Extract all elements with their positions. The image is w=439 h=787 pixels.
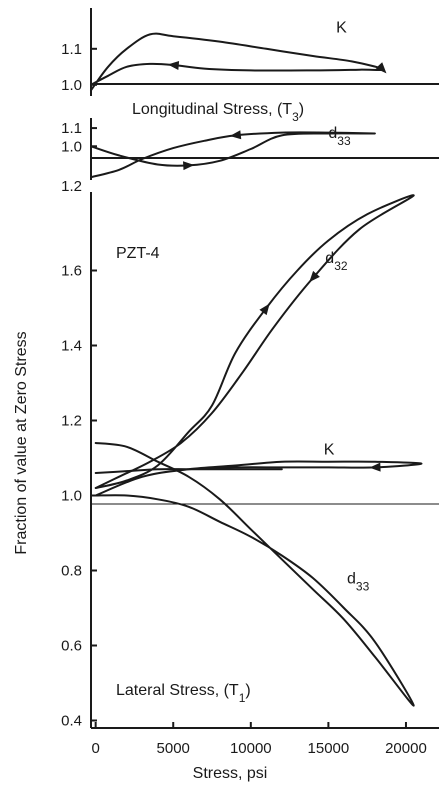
top-series-K-arrow [375,62,387,74]
middle-series-d33-curve [90,131,376,179]
bottom-series-K-label: K [324,441,335,458]
x-axis-title: Stress, psi [193,765,268,782]
bottom-y-tick-label: 0.8 [61,563,82,580]
bottom-series-d33-label: d33 [347,571,370,594]
x-tick-label: 5000 [157,740,190,757]
bottom-series-K-arrow [369,462,381,472]
y-axis-title: Fraction of value at Zero Stress [13,331,30,554]
middle-series-d33-arrow [182,161,195,171]
middle-panel [90,118,439,180]
bottom-series-d32-label: d32 [325,250,348,273]
bottom-y-tick-label: 1.2 [61,413,82,430]
bottom-series-unlabeled-curve [94,468,283,474]
bottom-series-d32-curve [94,194,415,489]
middle-y-tick-label: 1.0 [61,138,82,155]
bottom-series-d33-curve [94,442,415,707]
x-tick-label: 10000 [230,740,272,757]
bottom-panel [90,192,439,729]
middle-series-d33-arrow [229,130,242,140]
top-y-tick-label: 1.0 [61,77,82,94]
bottom-y-top-tick-label: 1.2 [61,178,82,195]
bottom-series-d32-arrow [259,303,270,316]
middle-y-tick-label: 1.1 [61,120,82,137]
pzt4-title: PZT-4 [116,245,160,262]
lateral-stress-annotation: Lateral Stress, (T1) [116,682,251,705]
x-tick-label: 15000 [308,740,350,757]
top-panel [90,8,439,96]
top-series-K-curve [90,32,384,92]
top-series-K-arrow [167,60,180,70]
bottom-y-tick-label: 0.6 [61,638,82,655]
bottom-y-tick-label: 1.4 [61,338,82,355]
top-y-tick-label: 1.1 [61,41,82,58]
top-series-K-label: K [336,20,347,37]
top-panel-title: Longitudinal Stress, (T3) [132,101,304,124]
bottom-y-tick-label: 0.4 [61,713,82,730]
x-tick-label: 0 [91,740,99,757]
x-tick-label: 20000 [385,740,427,757]
middle-series-d33-label: d33 [328,125,351,148]
bottom-series-d32-arrow [309,270,320,283]
bottom-y-tick-label: 1.0 [61,488,82,505]
bottom-y-tick-label: 1.6 [61,263,82,280]
